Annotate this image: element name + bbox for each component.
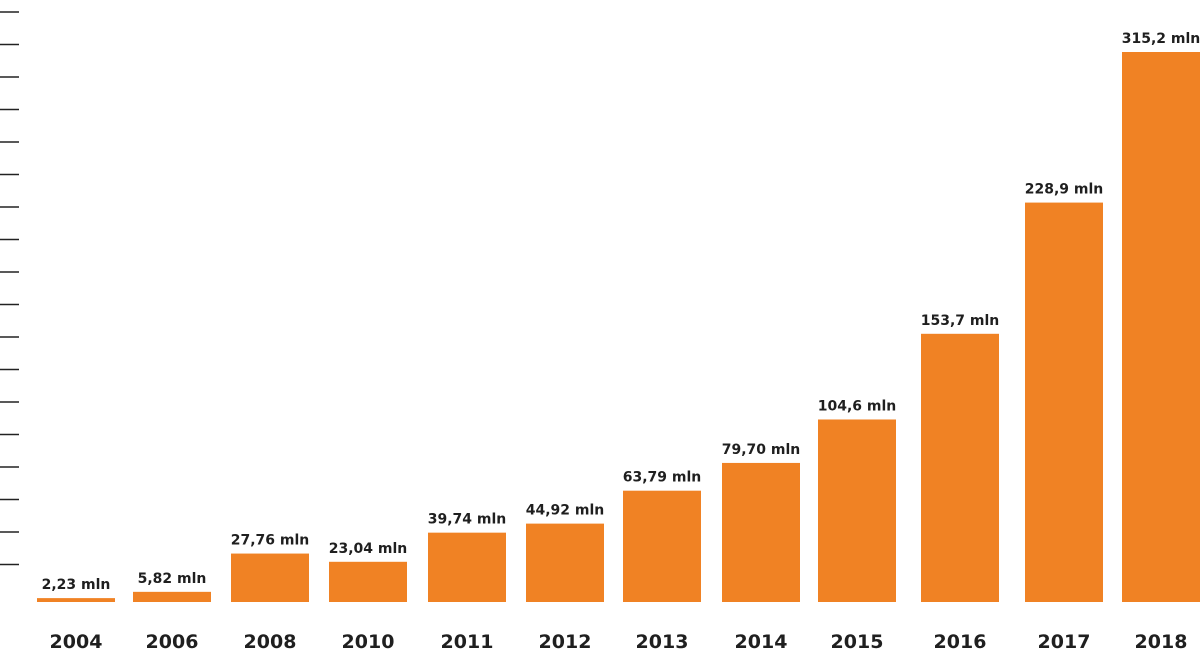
x-tick-label-2013: 2013 [636,631,689,650]
bar-2017 [1025,202,1103,603]
bar-2013 [623,490,701,602]
y-axis-ticks [0,11,19,566]
bar-2012 [526,523,604,602]
x-tick-label-2017: 2017 [1038,631,1091,650]
bar-2004 [37,598,115,602]
bar-2016 [921,333,999,602]
x-tick-label-2008: 2008 [244,631,297,650]
value-label-2011: 39,74 mln [428,512,507,528]
x-tick-label-2015: 2015 [831,631,884,650]
value-label-2016: 153,7 mln [921,313,1000,329]
value-label-2018: 315,2 mln [1122,31,1201,47]
value-label-2004: 2,23 mln [42,577,111,593]
x-tick-label-2014: 2014 [735,631,788,650]
bar-2010 [329,561,407,602]
value-label-2014: 79,70 mln [722,442,801,458]
value-label-2006: 5,82 mln [138,571,207,587]
value-labels: 2,23 mln 5,82 mln 27,76 mln 23,04 mln 39,74 … [42,31,1201,593]
x-tick-label-2010: 2010 [342,631,395,650]
bar-2008 [231,553,309,602]
bar-2018 [1122,52,1200,602]
x-tick-label-2006: 2006 [146,631,199,650]
x-tick-label-2012: 2012 [539,631,592,650]
value-label-2015: 104,6 mln [818,398,897,414]
value-label-2013: 63,79 mln [623,470,702,486]
x-axis-labels: 2004 2006 2008 2010 2011 2012 2013 2014 2015 2016… [50,631,1188,653]
value-label-2017: 228,9 mln [1025,182,1104,198]
bar-2014 [722,462,800,602]
x-tick-label-2004: 2004 [50,631,103,650]
x-tick-label-2016: 2016 [934,631,987,650]
x-tick-label-2018: 2018 [1135,631,1188,650]
bar-2006 [133,591,211,602]
bar-2015 [818,419,896,602]
bar-2011 [428,532,506,602]
value-label-2008: 27,76 mln [231,533,310,549]
value-label-2010: 23,04 mln [329,541,408,557]
value-label-2012: 44,92 mln [526,503,605,519]
x-tick-label-2011: 2011 [441,631,494,650]
bars [37,52,1200,603]
